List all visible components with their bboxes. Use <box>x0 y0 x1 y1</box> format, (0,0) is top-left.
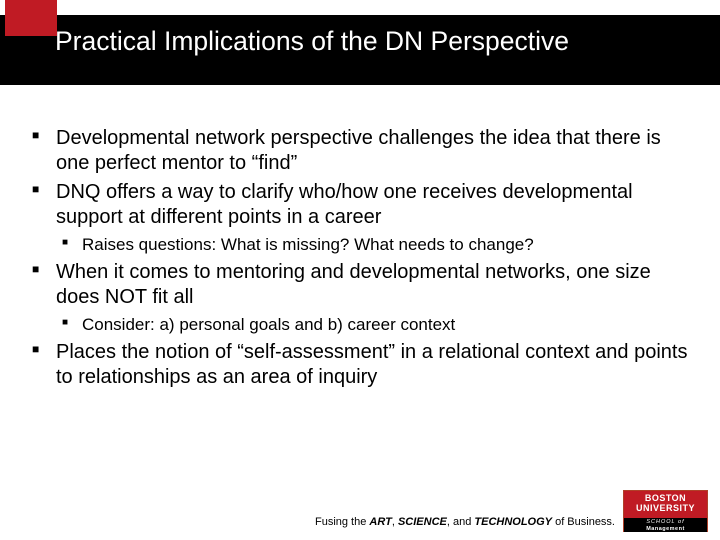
bullet-3a: Consider: a) personal goals and b) caree… <box>56 314 688 336</box>
bu-logo-line3: SCHOOL of <box>624 519 707 526</box>
bullet-3-text: When it comes to mentoring and developme… <box>56 261 651 308</box>
slide-title: Practical Implications of the DN Perspec… <box>55 26 700 57</box>
footer-w3: TECHNOLOGY <box>474 516 552 528</box>
accent-block <box>5 0 57 36</box>
footer-pre1: Fusing the <box>315 516 369 528</box>
bu-logo-line4: Management <box>624 526 707 533</box>
bullet-3: When it comes to mentoring and developme… <box>32 260 688 336</box>
footer-tagline: Fusing the ART, SCIENCE, and TECHNOLOGY … <box>315 516 615 528</box>
bu-logo-top: BOSTON UNIVERSITY <box>624 491 707 518</box>
footer-post: of Business. <box>552 516 615 528</box>
bu-logo-line2: UNIVERSITY <box>624 503 707 513</box>
slide-body: Developmental network perspective challe… <box>32 126 688 394</box>
bu-logo-bottom: SCHOOL of Management <box>624 518 707 532</box>
footer-sep2: , and <box>447 516 475 528</box>
bullet-2: DNQ offers a way to clarify who/how one … <box>32 180 688 256</box>
bullet-4: Places the notion of “self-assessment” i… <box>32 340 688 390</box>
footer-w1: ART <box>369 516 391 528</box>
footer-w2: SCIENCE <box>398 516 447 528</box>
bullet-1: Developmental network perspective challe… <box>32 126 688 176</box>
bullet-2a: Raises questions: What is missing? What … <box>56 234 688 256</box>
bullet-2-text: DNQ offers a way to clarify who/how one … <box>56 181 633 228</box>
bu-logo: BOSTON UNIVERSITY SCHOOL of Management <box>623 490 708 532</box>
bu-logo-line1: BOSTON <box>624 493 707 503</box>
